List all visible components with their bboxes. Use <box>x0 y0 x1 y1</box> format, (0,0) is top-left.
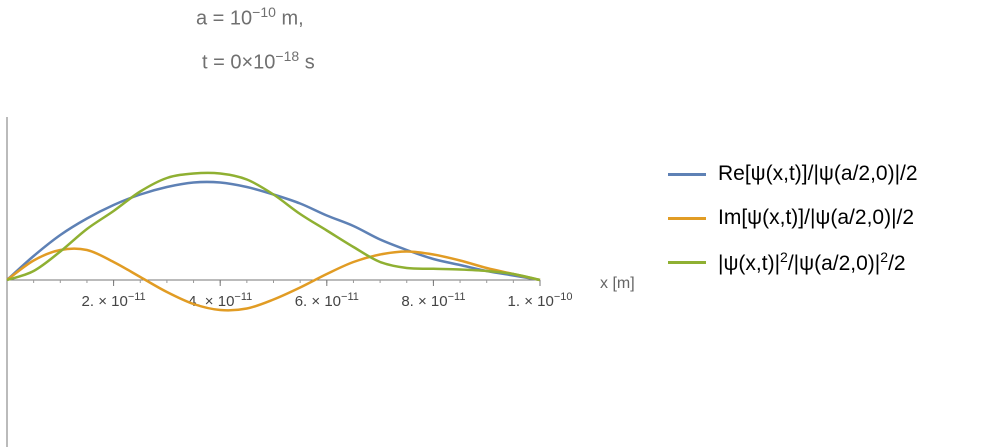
legend-swatch-prob <box>668 260 706 264</box>
x-tick-label: 1. × 10−10 <box>508 291 573 310</box>
x-tick-label: 8. × 10−11 <box>401 291 465 310</box>
legend-swatch-re <box>668 172 706 176</box>
title-line-t: t = 0×10−18 s <box>202 48 315 75</box>
title-t-prefix: t = 0×10 <box>202 51 276 74</box>
prob-label-right: /2 <box>888 251 906 275</box>
prob-label-exp2: 2 <box>880 248 889 265</box>
title-a-prefix: a = 10 <box>196 7 253 30</box>
title-t-exponent: −18 <box>275 48 300 64</box>
series-line-re <box>6 180 541 282</box>
title-t-suffix: s <box>299 51 315 74</box>
series-line-prob <box>6 171 541 282</box>
x-tick-label: 4. × 10−11 <box>188 291 252 310</box>
title-a-exponent: −10 <box>252 4 276 20</box>
legend-label-im: Im[ψ(x,t)]/|ψ(a/2,0)|/2 <box>718 206 915 229</box>
x-axis-label: x [m] <box>600 275 635 292</box>
legend-item-re: Re[ψ(x,t)]/|ψ(a/2,0)|/2 <box>668 152 918 196</box>
x-tick-label: 2. × 10−11 <box>82 291 146 310</box>
title-a-suffix: m, <box>275 7 304 30</box>
legend-item-im: Im[ψ(x,t)]/|ψ(a/2,0)|/2 <box>668 196 918 240</box>
title-line-a: a = 10−10 m, <box>196 4 304 31</box>
legend-item-prob: |ψ(x,t)|2/|ψ(a/2,0)|2/2 <box>668 240 918 284</box>
prob-label-mid: /|ψ(a/2,0)| <box>787 251 881 275</box>
legend: Re[ψ(x,t)]/|ψ(a/2,0)|/2 Im[ψ(x,t)]/|ψ(a/… <box>668 152 918 284</box>
series-line-im <box>6 247 541 312</box>
major-ticks: 2. × 10−11 4. × 10−11 6. × 10−11 8. × 10−11… <box>82 280 573 310</box>
series-layer <box>6 171 541 312</box>
x-tick-label: 6. × 10−11 <box>295 291 359 310</box>
legend-label-re: Re[ψ(x,t)]/|ψ(a/2,0)|/2 <box>718 162 918 185</box>
legend-label-prob: |ψ(x,t)|2/|ψ(a/2,0)|2/2 <box>718 249 906 276</box>
legend-swatch-im <box>668 216 706 220</box>
prob-label-exp1: 2 <box>780 248 788 265</box>
prob-label-left: |ψ(x,t)| <box>718 251 781 275</box>
